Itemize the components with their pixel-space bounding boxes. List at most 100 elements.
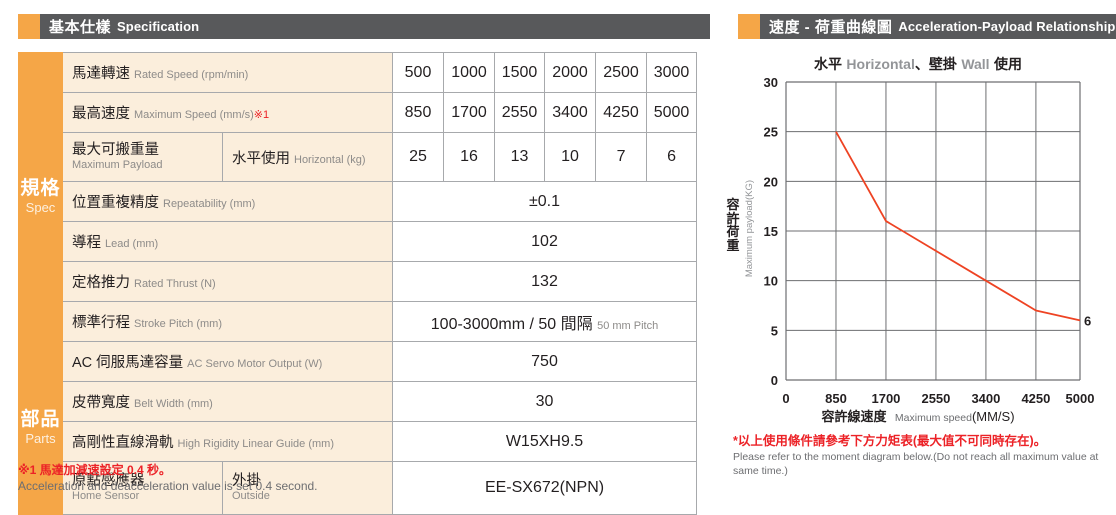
group-cell-spec: 規格 Spec — [18, 52, 63, 342]
cell-value: 850 — [392, 92, 445, 133]
x-axis-label-unit: (MM/S) — [971, 409, 1015, 424]
section-header-bar: 速度 - 荷重曲線圖 Acceleration-Payload Relation… — [760, 14, 1116, 39]
svg-text:4250: 4250 — [1021, 391, 1050, 406]
footnote-left-cn: ※1 馬達加減速設定 0.4 秒。 — [18, 463, 172, 477]
row-label-cn: 標準行程 — [72, 315, 130, 331]
row-label-en: Rated Thrust (N) — [134, 278, 216, 290]
row-sublabel-en: Horizontal (kg) — [294, 153, 366, 166]
group-cell-parts: 部品 Parts — [18, 341, 63, 515]
row-label-en: High Rigidity Linear Guide (mm) — [177, 438, 335, 450]
section-title-en: Acceleration-Payload Relationship — [898, 19, 1116, 34]
row-label-cn: AC 伺服馬達容量 — [72, 355, 184, 371]
svg-text:10: 10 — [764, 274, 778, 289]
svg-text:2550: 2550 — [921, 391, 950, 406]
cell-value: 1000 — [443, 52, 496, 93]
chart-title-sep: 、 — [914, 56, 929, 72]
cell-value: 1500 — [494, 52, 546, 93]
row-label-en: Rated Speed (rpm/min) — [134, 69, 249, 81]
table-row: 最高速度 Maximum Speed (mm/s)※1 850 1700 2550… — [19, 92, 698, 133]
specification-table-wrapper: 規格 Spec 馬達轉速 Rated Speed (rpm/min) 500 10… — [18, 52, 698, 515]
cell-value: 102 — [392, 221, 698, 262]
cell-value: 2000 — [544, 52, 597, 93]
group-label-en: Parts — [25, 431, 56, 447]
chart-canvas: 0 5 10 15 20 25 30 0 850 1700 2550 3400 4250 5000 6 — [764, 75, 1095, 406]
row-label-cn: 導程 — [72, 235, 101, 251]
table-row: 最大可搬重量 Maximum Payload 水平使用 Horizontal (k… — [19, 132, 698, 182]
cell-value: 30 — [392, 381, 698, 422]
row-label-cn: 定格推力 — [72, 275, 130, 291]
footnote-right-en: Please refer to the moment diagram below… — [733, 451, 1099, 477]
cell-value: 13 — [494, 132, 546, 182]
cell-value: 4250 — [595, 92, 648, 133]
table-row: 位置重複精度 Repeatability (mm) ±0.1 — [19, 181, 698, 222]
row-label-servo-output: AC 伺服馬達容量 AC Servo Motor Output (W) — [61, 341, 394, 382]
row-label-max-payload: 最大可搬重量 Maximum Payload — [62, 132, 223, 182]
row-label-en: Belt Width (mm) — [134, 398, 213, 410]
cell-value: 3400 — [544, 92, 597, 133]
cell-value: 132 — [392, 261, 698, 302]
footnote-right: *以上使用條件請參考下方力矩表(最大值不可同時存在)。 Please refer… — [733, 433, 1105, 478]
footnote-marker: ※1 — [253, 109, 270, 121]
svg-text:5: 5 — [771, 323, 778, 338]
cell-value: 7 — [595, 132, 648, 182]
row-label-cn: 最高速度 — [72, 106, 130, 122]
spec-sheet-page: 基本仕樣 Specification 速度 - 荷重曲線圖 Accelerati… — [18, 14, 1116, 515]
cell-value: 10 — [544, 132, 597, 182]
row-label-cn: 馬達轉速 — [72, 66, 130, 82]
orange-swatch-icon — [18, 14, 40, 39]
row-label-stroke-pitch: 標準行程 Stroke Pitch (mm) — [61, 301, 394, 342]
row-label-rated-thrust: 定格推力 Rated Thrust (N) — [61, 261, 394, 302]
section-header-bar: 基本仕樣 Specification — [40, 14, 710, 39]
footnote-right-cn: *以上使用條件請參考下方力矩表(最大值不可同時存在)。 — [733, 434, 1047, 448]
orange-swatch-icon — [738, 14, 760, 39]
cell-value-unit: 50 mm Pitch — [597, 319, 659, 332]
group-label-cn: 部品 — [20, 409, 61, 431]
cell-value-stroke-pitch: 100-3000mm / 50 間隔 50 mm Pitch — [392, 301, 698, 342]
section-header-chart: 速度 - 荷重曲線圖 Acceleration-Payload Relation… — [738, 14, 1116, 39]
row-label-en: Stroke Pitch (mm) — [134, 318, 223, 330]
cell-value: 2500 — [595, 52, 648, 93]
cell-value: 2550 — [494, 92, 546, 133]
x-axis-label: 容許線速度 Maximum speed(MM/S) — [720, 406, 1116, 426]
section-title-cn: 基本仕樣 — [49, 19, 112, 36]
svg-text:5000: 5000 — [1066, 391, 1095, 406]
table-row: 標準行程 Stroke Pitch (mm) 100-3000mm / 50 間隔… — [19, 301, 698, 342]
cell-value: 500 — [392, 52, 445, 93]
chart-title-en1: Horizontal — [846, 56, 915, 72]
row-sublabel-cn: 水平使用 — [232, 150, 290, 167]
row-label-cn: 皮帶寬度 — [72, 395, 130, 411]
cell-value: W15XH9.5 — [392, 421, 698, 462]
group-label-cn: 規格 — [20, 178, 61, 200]
row-label-cn: 高剛性直線滑軌 — [72, 435, 174, 451]
row-label-cn: 原點感應器 — [72, 473, 145, 490]
section-title-cn: 速度 - 荷重曲線圖 — [769, 19, 893, 36]
specification-table: 規格 Spec 馬達轉速 Rated Speed (rpm/min) 500 10… — [18, 52, 698, 515]
table-row: 定格推力 Rated Thrust (N) 132 — [19, 261, 698, 302]
row-label-en: Lead (mm) — [105, 238, 159, 250]
footnote-left-en: Acceleration and deacceleration value is… — [18, 479, 318, 494]
x-axis-label-cn: 容許線速度 — [821, 409, 887, 424]
row-label-en: Repeatability (mm) — [163, 198, 256, 210]
table-row: 規格 Spec 馬達轉速 Rated Speed (rpm/min) 500 10… — [18, 52, 698, 342]
row-sublabel-cn: 外掛 — [232, 473, 261, 490]
table-row: 皮帶寬度 Belt Width (mm) 30 — [19, 381, 698, 422]
row-label-max-speed: 最高速度 Maximum Speed (mm/s)※1 — [61, 92, 394, 133]
chart-title-cn3: 使用 — [994, 56, 1023, 72]
chart-title-cn1: 水平 — [813, 56, 842, 72]
chart-title: 水平 Horizontal、壁掛 Wall 使用 — [720, 54, 1116, 74]
svg-text:1700: 1700 — [871, 391, 900, 406]
svg-text:30: 30 — [764, 75, 778, 90]
svg-text:6: 6 — [1084, 313, 1091, 328]
chart-title-cn2: 壁掛 — [928, 56, 957, 72]
cell-value: 16 — [443, 132, 496, 182]
payload-speed-chart: 水平 Horizontal、壁掛 Wall 使用 容許荷重 Maximum pa… — [720, 48, 1116, 424]
row-label-belt-width: 皮帶寬度 Belt Width (mm) — [61, 381, 394, 422]
cell-value: ±0.1 — [392, 181, 698, 222]
row-label-linear-guide: 高剛性直線滑軌 High Rigidity Linear Guide (mm) — [61, 421, 394, 462]
cell-value-main: 100-3000mm / 50 間隔 — [430, 315, 593, 333]
svg-text:3400: 3400 — [971, 391, 1000, 406]
cell-value: 1700 — [443, 92, 496, 133]
cell-value: 6 — [646, 132, 698, 182]
row-sublabel-horizontal: 水平使用 Horizontal (kg) — [221, 132, 394, 182]
cell-value: 750 — [392, 341, 698, 382]
